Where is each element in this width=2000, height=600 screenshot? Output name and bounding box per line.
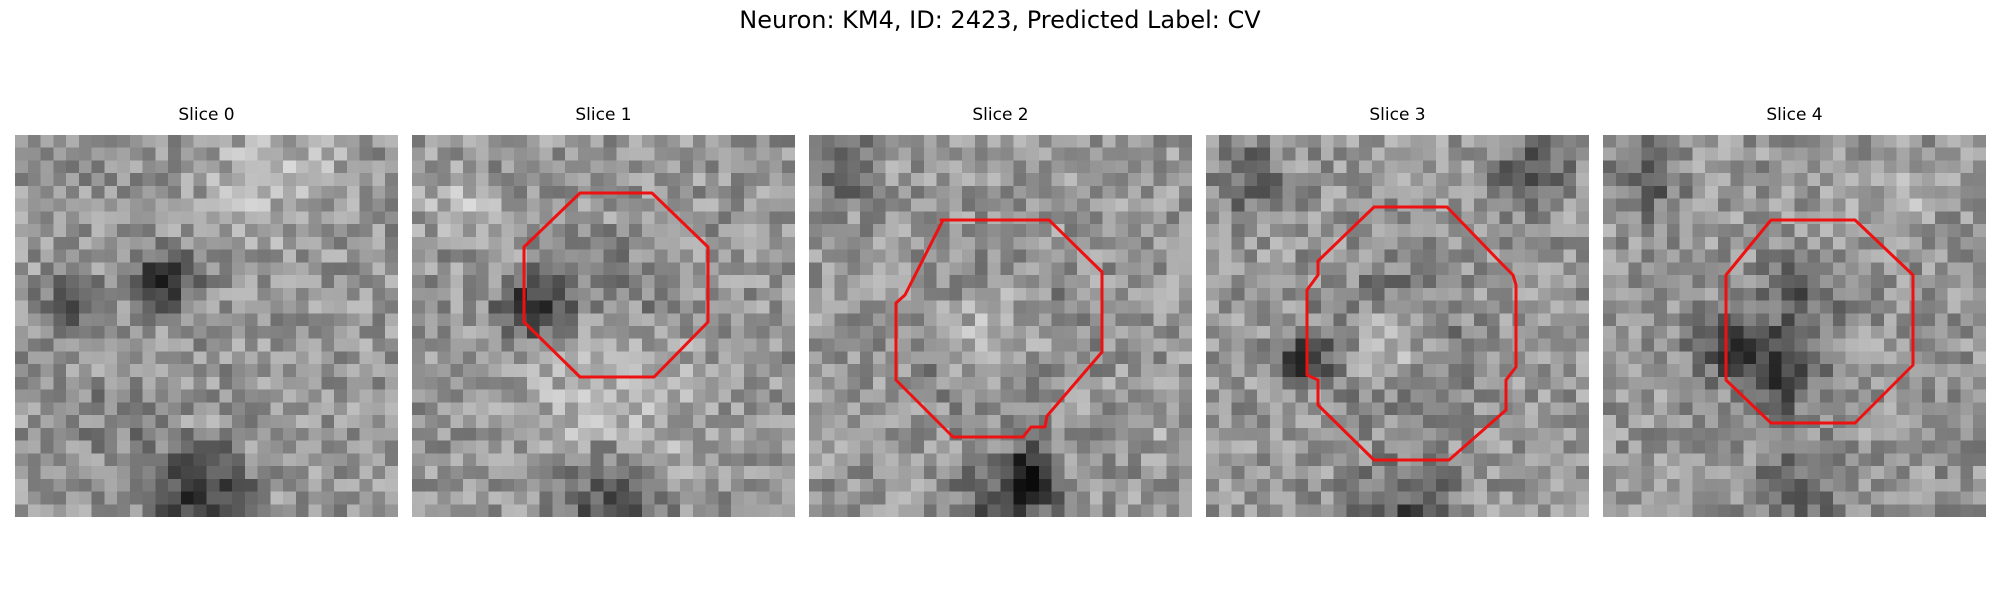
figure-title: Neuron: KM4, ID: 2423, Predicted Label: … — [739, 6, 1261, 34]
slice-title: Slice 0 — [178, 105, 235, 125]
roi-outline — [894, 218, 1104, 439]
roi-octagon — [1724, 218, 1915, 425]
slice-title: Slice 1 — [575, 105, 632, 125]
slice-image — [412, 135, 795, 517]
roi-outline — [1724, 218, 1915, 425]
slice-panel-3: Slice 3 — [1206, 105, 1589, 517]
roi-outline — [1305, 205, 1518, 462]
slice-image — [809, 135, 1192, 517]
roi-octagon — [1305, 205, 1518, 462]
slice-image — [15, 135, 398, 517]
slice-panel-2: Slice 2 — [809, 105, 1192, 517]
slice-title: Slice 3 — [1369, 105, 1426, 125]
slice-panel-0: Slice 0 — [15, 105, 398, 517]
slice-title: Slice 2 — [972, 105, 1029, 125]
slice-panel-4: Slice 4 — [1603, 105, 1986, 517]
slice-title: Slice 4 — [1766, 105, 1823, 125]
slice-panel-1: Slice 1 — [412, 105, 795, 517]
roi-octagon — [522, 191, 710, 379]
roi-outline — [522, 191, 710, 379]
slice-image — [1603, 135, 1986, 517]
slice-image — [1206, 135, 1589, 517]
roi-octagon — [894, 218, 1104, 439]
